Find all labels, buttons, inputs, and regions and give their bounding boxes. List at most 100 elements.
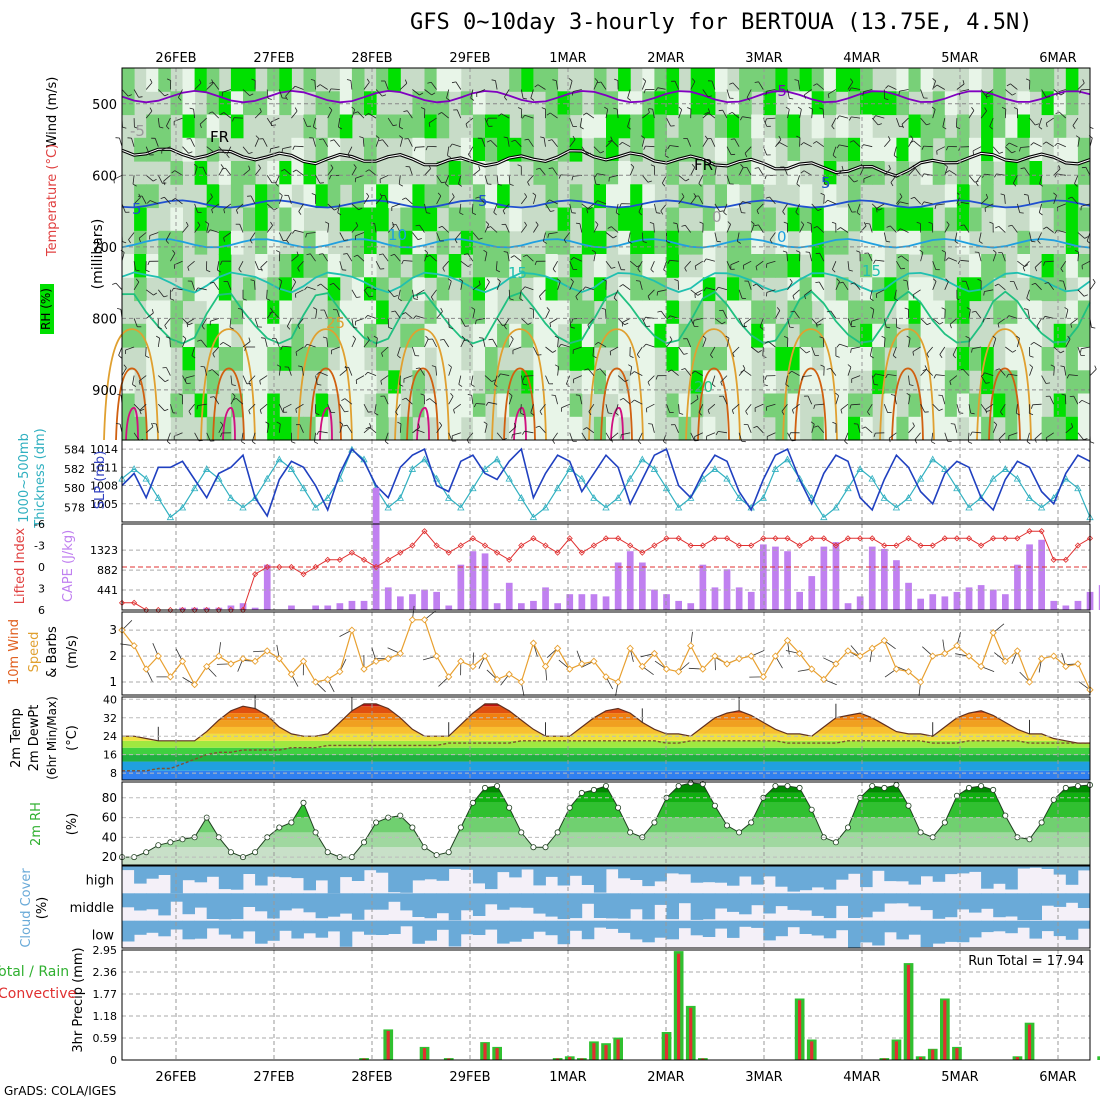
cape-bar [457,564,465,610]
wind-barb [452,432,461,437]
wind-barb-flag [985,193,989,198]
cloud-cell [243,893,256,907]
wind-barb-flag [552,350,557,353]
wind-barb-flag [519,298,524,302]
wind-barb [816,141,825,148]
wind-speed-point [820,675,828,684]
wind-barb [831,117,837,127]
cape-bar [820,546,828,610]
wind-barb-flag [1025,78,1030,81]
rh-cell [727,393,740,418]
wind-barb-flag [241,441,246,445]
wind-barb-flag [558,344,562,348]
rh-point [167,839,174,846]
rh-cell [255,416,268,441]
rh-cell [424,300,438,325]
wind-barb-flag [524,193,528,197]
cloud-cell [545,866,558,877]
rh-point [699,781,706,788]
rh-cell [981,91,994,116]
cloud-cell [206,893,220,919]
wind-barb [707,403,716,411]
lifted-index-point [675,535,682,542]
lifted-index-point [820,535,827,542]
wind-barb-flag [468,154,472,158]
wind-barb-flag [213,149,218,153]
cloud-cell [981,866,994,889]
wind-barb-flag [1058,165,1061,170]
wind-barb [718,286,728,291]
cloud-cell [448,866,462,869]
wind-barb [645,316,655,319]
wind-barb [533,224,539,233]
cloud-cell [315,920,329,938]
rh2m-frame [121,781,1091,866]
wind-barb-flag [762,355,767,359]
rh-cell [642,277,655,302]
thickness-point [808,494,816,501]
wind-barb-flag [983,291,985,296]
rh-cell [618,161,631,185]
wind-barb-flag [796,250,801,253]
rh-point [1074,783,1081,790]
wind-barb-flag [638,211,643,216]
wind-barb [615,404,619,413]
wind-barb [1041,89,1047,98]
bottom-date-label: 26FEB [155,1070,196,1085]
wind-barb [363,339,370,348]
rh-cell [654,137,667,162]
cape-bar [760,544,767,610]
rh-cell [243,91,256,116]
wind-barb [759,318,764,327]
wind-barb [551,139,558,147]
wind-barb [802,375,812,377]
rh-cell [835,393,849,418]
wind-barb [465,117,474,125]
wind-barb [599,368,607,376]
rh-cell [751,207,764,232]
wind-barb-flag [595,221,599,225]
rh-cell [787,416,801,441]
wind-label-2: Speed [27,632,42,673]
wind-speed-point [529,639,538,647]
wind-barb-flag [539,296,542,301]
wind-barb [962,368,970,376]
rh-cell [122,68,135,92]
wind-barb [593,224,599,233]
wind-barb [698,195,704,205]
wind-speed-point [432,652,441,660]
temp-tick-label: 8 [110,767,117,780]
wind-barb-flag [650,164,655,167]
wind-barb-flag [231,384,236,386]
wind-barb [932,318,940,325]
wind-barb [851,87,861,90]
precip-tick-label: 0.59 [93,1032,118,1045]
cape-bar [1002,594,1009,610]
rh-point [324,849,331,856]
cloud-cell [545,920,558,936]
rh-cell [557,230,571,255]
wind-barb-flag [954,240,959,244]
wind-barb-flag [391,310,396,313]
wind-barb-flag [769,239,773,244]
wind-barb-flag [978,240,983,244]
wind-barb [647,375,655,383]
wind-barb [212,346,220,354]
wind-barb [460,280,463,290]
wind-speed-point [311,678,320,686]
wind-barb-flag [629,355,634,358]
rh-cell [727,137,740,162]
cloud-cell [678,920,692,929]
wind-barb [545,310,550,319]
rh-cell [872,323,885,348]
wind-barb-flag [200,366,205,368]
wind-barb [985,403,994,410]
rh-cell [545,161,559,185]
cloud-cell [509,920,522,942]
rh-cell [1029,416,1043,441]
wind-barb-flag [1031,282,1036,286]
wind-barb [710,346,716,355]
wind-barb-flag [522,430,525,435]
thickness-point [324,494,332,501]
wind-barb-flag [1026,297,1031,302]
